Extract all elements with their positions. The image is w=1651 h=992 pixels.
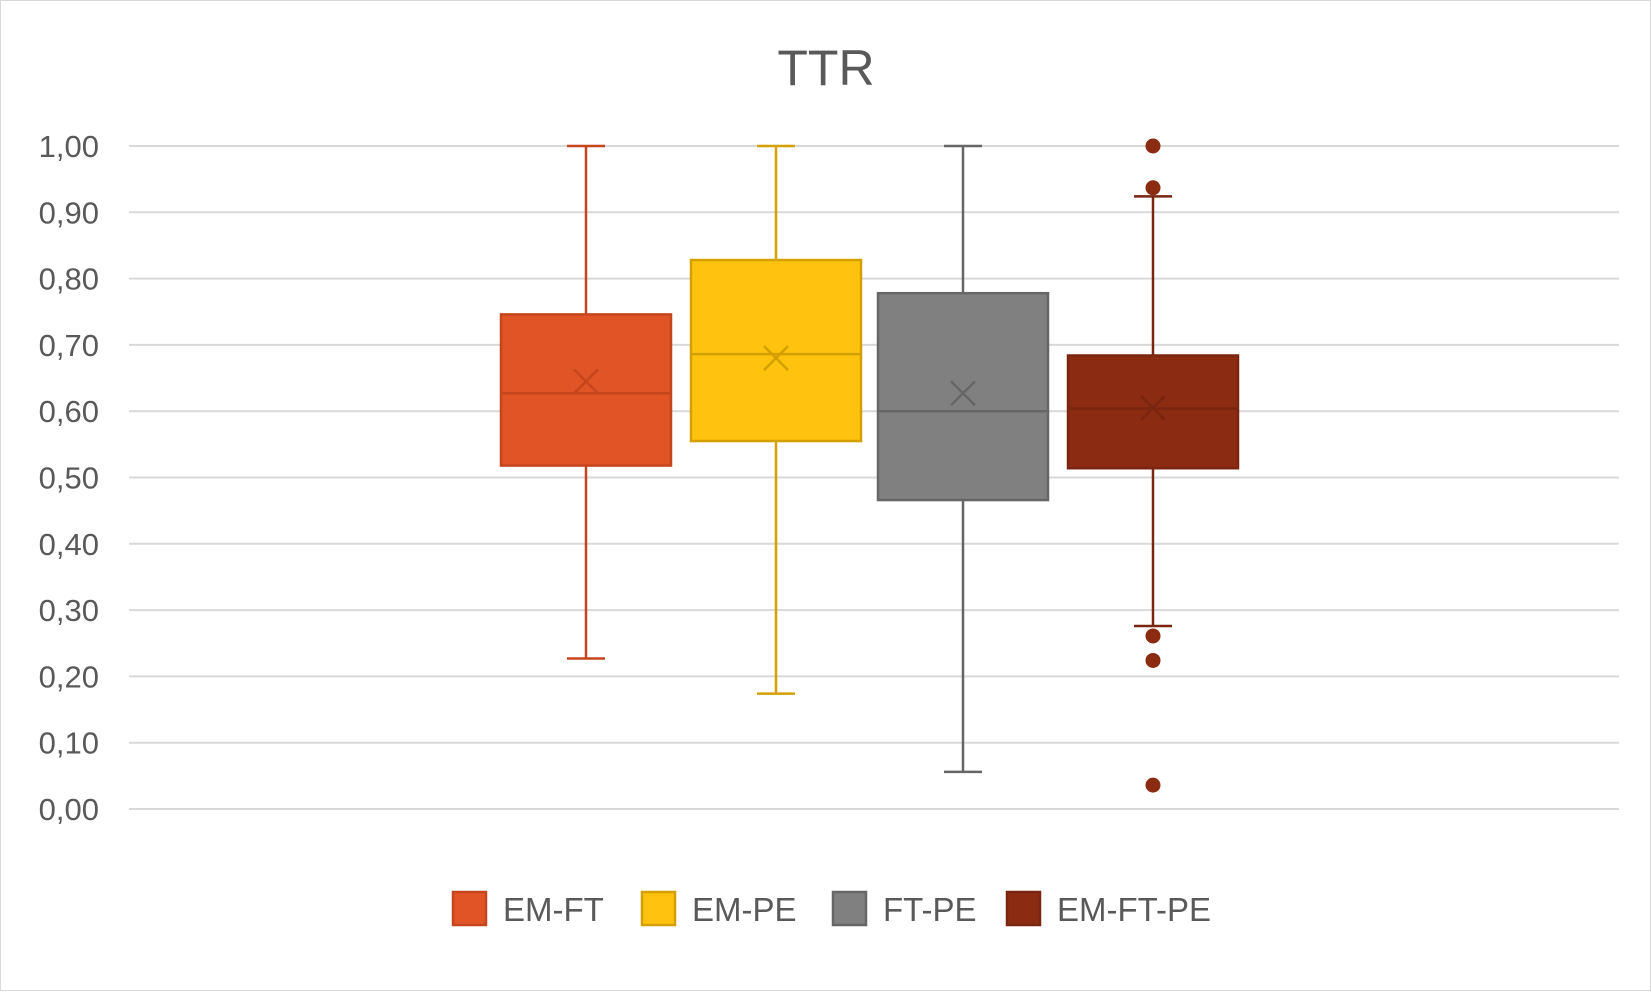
legend-swatch bbox=[1005, 890, 1042, 927]
legend-label: EM-FT-PE bbox=[1057, 891, 1211, 928]
box-iqr bbox=[876, 291, 1050, 502]
legend: EM-FT EM-PE FT-PE EM-FT-PE bbox=[451, 890, 1211, 928]
outlier-point bbox=[1145, 628, 1161, 644]
box-series bbox=[499, 138, 1240, 793]
y-tick-label: 0,90 bbox=[39, 195, 99, 230]
outlier-point bbox=[1145, 652, 1161, 668]
outlier-point bbox=[1145, 180, 1161, 196]
legend-swatch bbox=[640, 890, 677, 927]
y-tick-label: 0,50 bbox=[39, 461, 99, 496]
y-axis-ticks: 0,00 0,10 0,20 0,30 0,40 0,50 0,60 0,70 0,80 0,90… bbox=[39, 129, 99, 827]
chart-title: TTR bbox=[777, 40, 874, 96]
gridlines bbox=[129, 145, 1619, 810]
y-tick-label: 0,30 bbox=[39, 593, 99, 628]
box-em-ft-pe bbox=[1066, 138, 1240, 793]
legend-item-em-ft: EM-FT bbox=[451, 890, 604, 928]
mean-marker bbox=[573, 368, 599, 395]
y-tick-label: 0,20 bbox=[39, 659, 99, 694]
y-tick-label: 0,40 bbox=[39, 527, 99, 562]
legend-swatch bbox=[451, 890, 488, 927]
box-em-pe bbox=[689, 144, 863, 695]
y-tick-label: 0,60 bbox=[39, 394, 99, 429]
legend-item-ft-pe: FT-PE bbox=[831, 890, 977, 928]
legend-label: EM-PE bbox=[692, 891, 797, 928]
legend-label: FT-PE bbox=[883, 891, 977, 928]
box-ft-pe bbox=[876, 144, 1050, 774]
y-tick-label: 0,70 bbox=[39, 328, 99, 363]
mean-marker bbox=[1140, 395, 1166, 421]
legend-label: EM-FT bbox=[503, 891, 604, 928]
mean-marker bbox=[763, 345, 789, 372]
mean-marker bbox=[950, 380, 976, 407]
outlier-point bbox=[1145, 138, 1161, 154]
legend-item-em-ft-pe: EM-FT-PE bbox=[1005, 890, 1211, 928]
y-tick-label: 0,00 bbox=[39, 792, 99, 827]
box-iqr bbox=[1066, 354, 1240, 470]
legend-item-em-pe: EM-PE bbox=[640, 890, 797, 928]
y-tick-label: 0,80 bbox=[39, 262, 99, 297]
y-tick-label: 1,00 bbox=[39, 129, 99, 164]
outlier-point bbox=[1145, 777, 1161, 793]
legend-swatch bbox=[831, 890, 868, 927]
y-tick-label: 0,10 bbox=[39, 726, 99, 761]
box-iqr bbox=[499, 313, 673, 467]
box-em-ft bbox=[499, 144, 673, 660]
box-iqr bbox=[689, 258, 863, 443]
